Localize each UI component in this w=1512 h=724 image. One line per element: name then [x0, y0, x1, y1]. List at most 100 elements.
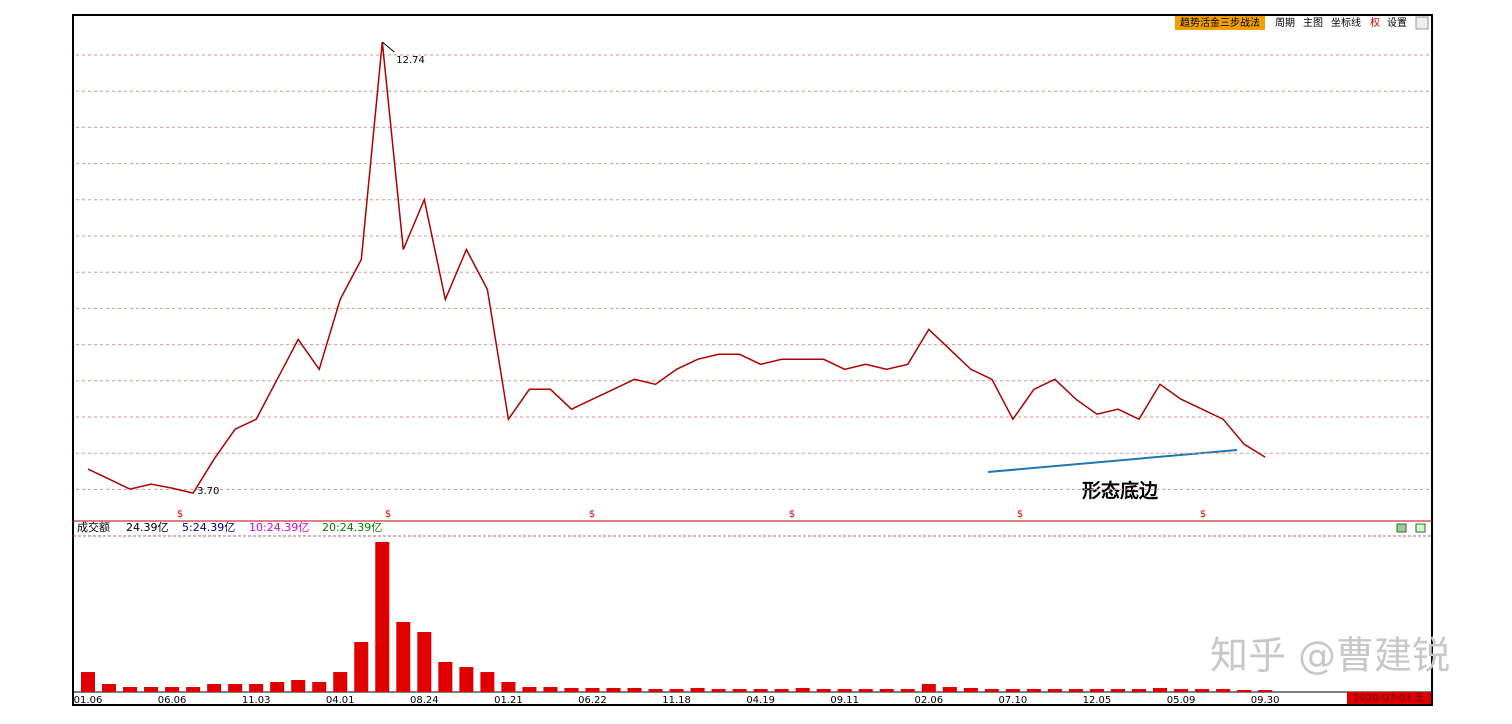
x-tick-label: 05.09 [1167, 695, 1196, 706]
volume-bar [543, 687, 558, 692]
event-marker: $ [1200, 509, 1206, 520]
volume-bar [837, 689, 852, 692]
event-marker: $ [177, 509, 183, 520]
volume-bar [270, 682, 285, 692]
volume-bar [900, 689, 915, 692]
x-tick-label: 08.24 [410, 695, 439, 706]
x-tick-label: 04.01 [326, 695, 355, 706]
volume-bar [816, 689, 831, 692]
volume-bar [1047, 689, 1062, 692]
volume-bar [585, 687, 600, 692]
volume-bar [228, 684, 243, 692]
x-tick-label: 01.21 [494, 695, 523, 706]
x-tick-label: 09.11 [830, 695, 859, 706]
volume-title: 成交额 [77, 520, 110, 534]
volume-bar [438, 661, 453, 692]
volume-bar [207, 684, 222, 692]
volume-bar [1195, 689, 1210, 692]
volume-bar [1216, 689, 1231, 692]
volume-bar [354, 641, 369, 692]
panel-icon[interactable] [1396, 523, 1407, 533]
price-line [87, 41, 1266, 494]
legend-item: 10:24.39亿 [249, 521, 309, 534]
toolbar-item[interactable]: 坐标线 [1331, 16, 1361, 29]
volume-bar [627, 687, 642, 692]
event-marker: $ [789, 509, 795, 520]
volume-bar [1258, 690, 1273, 692]
volume-bar [942, 687, 957, 692]
volume-bar [333, 672, 348, 692]
volume-bar [1005, 689, 1020, 692]
volume-bar [732, 689, 747, 692]
legend-item: 20:24.39亿 [322, 521, 382, 534]
volume-bar [102, 684, 117, 692]
watermark: 知乎 @曹建锐 [1210, 634, 1450, 678]
volume-bar [669, 689, 684, 692]
date-label: 2020-07-03 五 [1353, 693, 1424, 704]
legend-item: 5:24.39亿 [182, 521, 235, 534]
volume-bar [1174, 689, 1189, 692]
volume-bar [501, 682, 516, 692]
volume-bar [963, 687, 978, 692]
x-tick-label: 04.19 [746, 695, 775, 706]
panel-icon[interactable] [1415, 523, 1426, 533]
volume-bar [1237, 689, 1252, 692]
x-tick-label: 11.03 [242, 695, 271, 706]
high-pointer [381, 41, 395, 53]
toolbar-item[interactable]: 权 [1370, 16, 1380, 29]
x-tick-label: 09.30 [1251, 695, 1280, 706]
volume-bar [144, 687, 159, 692]
volume-bar [564, 687, 579, 692]
scroll-button[interactable] [1415, 16, 1429, 30]
event-marker: $ [589, 509, 595, 520]
volume-bar [711, 689, 726, 692]
toolbar-item[interactable]: 主图 [1303, 17, 1323, 29]
volume-bar [606, 687, 621, 692]
volume-bar [1068, 689, 1083, 692]
volume-bar [648, 689, 663, 692]
volume-bar [186, 687, 201, 692]
toolbar-item[interactable]: 周期 [1275, 17, 1295, 29]
volume-bar [1089, 689, 1104, 692]
volume-bar [249, 684, 264, 692]
strategy-button[interactable] [1175, 16, 1265, 30]
volume-bar [81, 672, 95, 692]
volume-bar [795, 687, 810, 692]
x-tick-label: 01.06 [74, 695, 103, 706]
x-tick-label: 02.06 [914, 695, 943, 706]
volume-bar [459, 667, 474, 692]
volume-bar [312, 682, 327, 692]
x-tick-label: 06.06 [158, 695, 187, 706]
legend-item: 24.39亿 [126, 521, 169, 534]
strategy-label[interactable]: 趋势活金三步战法 [1180, 16, 1260, 29]
x-tick-label: 06.22 [578, 695, 607, 706]
volume-bar [1026, 689, 1041, 692]
x-tick-label: 11.18 [662, 695, 691, 706]
low-label: 3.70 [197, 486, 219, 497]
volume-bar [417, 632, 432, 692]
volume-bar [774, 689, 789, 692]
high-label: 12.74 [396, 55, 425, 66]
volume-bar [879, 689, 894, 692]
event-marker: $ [385, 509, 391, 520]
volume-bar [165, 687, 180, 692]
volume-bar [1110, 689, 1125, 692]
volume-bar [522, 687, 537, 692]
date-box [1347, 692, 1431, 704]
volume-bar [921, 684, 936, 692]
volume-bar [375, 541, 390, 692]
x-tick-label: 07.10 [999, 695, 1028, 706]
volume-bar [123, 687, 138, 692]
volume-bar [396, 622, 411, 692]
volume-bar [1153, 687, 1168, 692]
x-tick-label: 12.05 [1083, 695, 1112, 706]
annotation: 形态底边 [1082, 479, 1159, 502]
volume-bar [690, 687, 705, 692]
volume-bar [1132, 689, 1146, 692]
trend-line [987, 449, 1238, 473]
volume-bar [984, 689, 999, 692]
event-marker: $ [1017, 509, 1023, 520]
toolbar-item[interactable]: 设置 [1387, 17, 1407, 29]
